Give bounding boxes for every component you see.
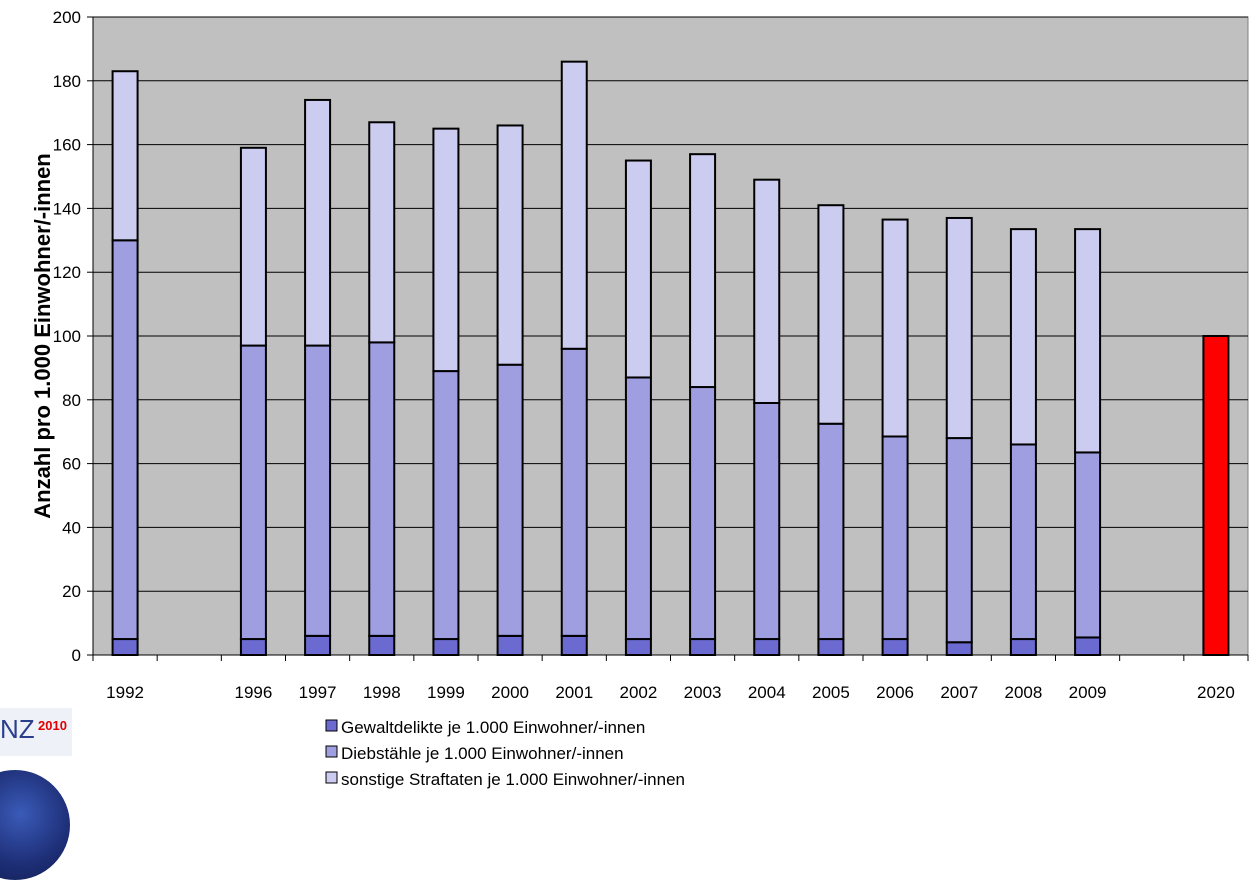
y-axis-label: Anzahl pro 1.000 Einwohner/-innen bbox=[30, 153, 55, 519]
bar-segment-2 bbox=[1009, 443, 1037, 641]
bar-segment-1 bbox=[1074, 636, 1102, 657]
logo-text: NZ bbox=[0, 714, 35, 744]
bar-segment-2 bbox=[817, 422, 845, 641]
bar-segment-3 bbox=[368, 121, 396, 344]
bar-segment-2 bbox=[111, 239, 139, 641]
y-tick-label: 60 bbox=[62, 455, 81, 474]
bar-segment-2 bbox=[496, 363, 524, 637]
logo-year: 2010 bbox=[38, 718, 67, 733]
x-tick-label: 2003 bbox=[684, 683, 722, 702]
bar-segment-1 bbox=[1009, 638, 1037, 656]
bar-segment-2 bbox=[1074, 451, 1102, 639]
y-tick-label: 120 bbox=[53, 263, 81, 282]
bar-segment-1 bbox=[560, 634, 588, 656]
bar-segment-3 bbox=[1074, 228, 1102, 454]
bar-segment-1 bbox=[304, 634, 332, 656]
x-tick-label: 2004 bbox=[748, 683, 786, 702]
y-tick-label: 200 bbox=[53, 8, 81, 27]
bar-segment-2 bbox=[560, 347, 588, 637]
x-tick-label: 2009 bbox=[1069, 683, 1107, 702]
x-tick-label: 1998 bbox=[363, 683, 401, 702]
bar-segment-3 bbox=[624, 159, 652, 379]
x-tick-label: 2020 bbox=[1197, 683, 1235, 702]
bar-segment-1 bbox=[881, 638, 909, 656]
x-tick-label: 2008 bbox=[1005, 683, 1043, 702]
bar-segment-1 bbox=[945, 641, 973, 656]
legend-label-2: Diebstähle je 1.000 Einwohner/-innen bbox=[341, 744, 624, 763]
bar-segment-1 bbox=[111, 638, 139, 656]
y-tick-label: 100 bbox=[53, 327, 81, 346]
x-tick-label: 1999 bbox=[427, 683, 465, 702]
bar-segment-1 bbox=[689, 638, 717, 656]
x-tick-label: 1997 bbox=[299, 683, 337, 702]
legend-label-3: sonstige Straftaten je 1.000 Einwohner/-… bbox=[341, 770, 685, 789]
bar-segment-3 bbox=[817, 204, 845, 425]
bar-segment-2 bbox=[753, 401, 781, 641]
bar-segment-3 bbox=[496, 124, 524, 366]
y-tick-label: 180 bbox=[53, 72, 81, 91]
bar-segment-1 bbox=[239, 638, 267, 656]
y-tick-label: 80 bbox=[62, 391, 81, 410]
bar-segment-1 bbox=[753, 638, 781, 656]
bar-segment-3 bbox=[239, 146, 267, 347]
bar-segment-3 bbox=[432, 127, 460, 373]
bar-segment-3 bbox=[689, 153, 717, 389]
bar-segment-2 bbox=[689, 386, 717, 641]
bar-segment-1 bbox=[368, 634, 396, 656]
x-tick-label: 2002 bbox=[620, 683, 658, 702]
x-tick-label: 2001 bbox=[555, 683, 593, 702]
bar-segment-3 bbox=[1009, 228, 1037, 446]
bar-segment-3 bbox=[945, 216, 973, 440]
legend-label-1: Gewaltdelikte je 1.000 Einwohner/-innen bbox=[341, 718, 645, 737]
legend-swatch-2 bbox=[325, 745, 338, 758]
bar-segment-2 bbox=[432, 370, 460, 641]
bar-segment-2 bbox=[368, 341, 396, 637]
bar-segment-2 bbox=[945, 437, 973, 644]
y-tick-label: 0 bbox=[72, 646, 81, 665]
bar-segment-3 bbox=[560, 60, 588, 350]
bar-segment-1 bbox=[432, 638, 460, 656]
bar-segment-2 bbox=[624, 376, 652, 641]
y-tick-label: 20 bbox=[62, 582, 81, 601]
legend-swatch-3 bbox=[325, 771, 338, 784]
bar-segment-3 bbox=[753, 178, 781, 404]
x-tick-label: 2006 bbox=[876, 683, 914, 702]
y-tick-label: 40 bbox=[62, 518, 81, 537]
y-tick-label: 160 bbox=[53, 136, 81, 155]
bar-segment-3 bbox=[111, 70, 139, 242]
crime-rate-chart: 0 20 40 60 80 100 120 140 160 180 200 1992 1996 1997 1… bbox=[30, 8, 1249, 789]
bar-segment-1 bbox=[496, 634, 524, 656]
x-tick-label: 2000 bbox=[491, 683, 529, 702]
bar-segment-3 bbox=[881, 218, 909, 438]
bar-segment-3 bbox=[304, 98, 332, 347]
x-tick-label: 2005 bbox=[812, 683, 850, 702]
x-tick-label: 1996 bbox=[235, 683, 273, 702]
bar-segment-1 bbox=[624, 638, 652, 656]
x-tick-label: 2007 bbox=[940, 683, 978, 702]
legend-swatch-1 bbox=[325, 719, 338, 732]
bar-segment-2 bbox=[881, 435, 909, 641]
bar-segment-2 bbox=[239, 344, 267, 641]
target-bar bbox=[1202, 335, 1230, 656]
bar-segment-1 bbox=[817, 638, 845, 656]
y-tick-label: 140 bbox=[53, 199, 81, 218]
logo-background bbox=[0, 708, 72, 756]
bar-segment-2 bbox=[304, 344, 332, 637]
x-tick-label: 1992 bbox=[106, 683, 144, 702]
